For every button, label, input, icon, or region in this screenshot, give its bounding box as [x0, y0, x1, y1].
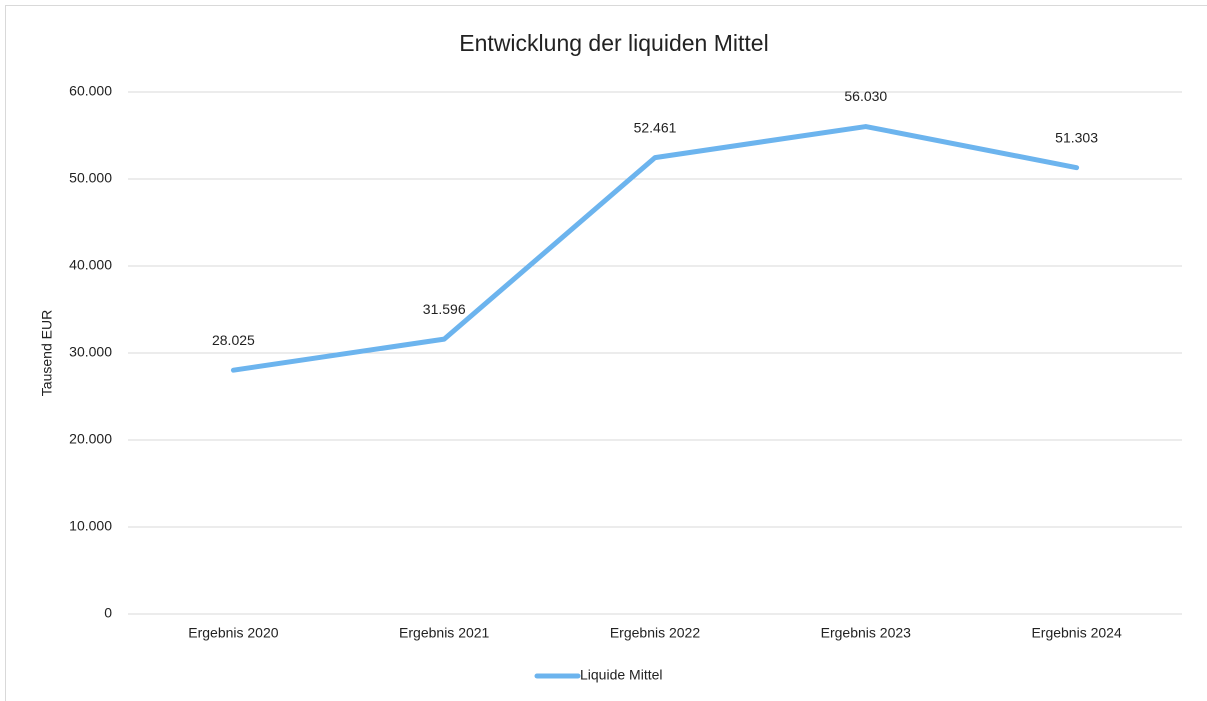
y-tick-label: 40.000: [69, 257, 112, 273]
data-line: [230, 124, 1080, 373]
y-tick-label: 30.000: [69, 344, 112, 360]
y-tick-label: 50.000: [69, 170, 112, 186]
data-label: 28.025: [212, 332, 255, 348]
x-tick-label: Ergebnis 2020: [188, 625, 279, 641]
data-label: 31.596: [423, 301, 466, 317]
x-tick-label: Ergebnis 2022: [610, 625, 701, 641]
y-tick-label: 10.000: [69, 518, 112, 534]
y-tick-label: 20.000: [69, 431, 112, 447]
y-tick-label: 60.000: [69, 83, 112, 99]
data-label: 56.030: [844, 88, 887, 104]
x-tick-label: Ergebnis 2024: [1031, 625, 1122, 641]
x-tick-label: Ergebnis 2021: [399, 625, 490, 641]
data-label: 51.303: [1055, 129, 1098, 145]
legend-label: Liquide Mittel: [580, 667, 663, 683]
y-axis-label: Tausend EUR: [39, 310, 55, 396]
x-tick-label: Ergebnis 2023: [821, 625, 912, 641]
chart-frame: [5, 5, 1207, 701]
y-tick-label: 0: [104, 605, 112, 621]
data-label: 52.461: [634, 119, 677, 135]
chart-title: Entwicklung der liquiden Mittel: [459, 30, 768, 56]
